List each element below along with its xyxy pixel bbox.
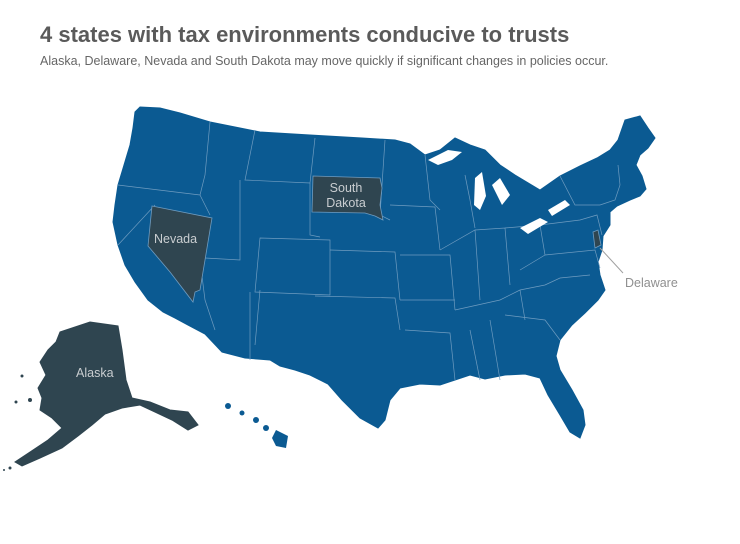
south-dakota-shape (311, 175, 384, 221)
state-borders (117, 121, 621, 381)
delaware-shape (592, 229, 602, 249)
delaware-label: Delaware (625, 276, 678, 290)
map-title: 4 states with tax environments conducive… (40, 22, 570, 47)
alaska-label: Alaska (76, 366, 114, 380)
nevada-shape (147, 205, 213, 303)
south-dakota-label-line2: Dakota (326, 196, 366, 210)
map-subtitle: Alaska, Delaware, Nevada and South Dakot… (40, 54, 609, 68)
hawaii-shape (225, 403, 288, 448)
delaware-leader-line (599, 247, 624, 274)
alaska-shape (14, 321, 199, 467)
alaska-islands (3, 374, 32, 471)
south-dakota-label-line1: South (330, 181, 363, 195)
great-lakes (428, 150, 570, 234)
nevada-label: Nevada (154, 232, 197, 246)
